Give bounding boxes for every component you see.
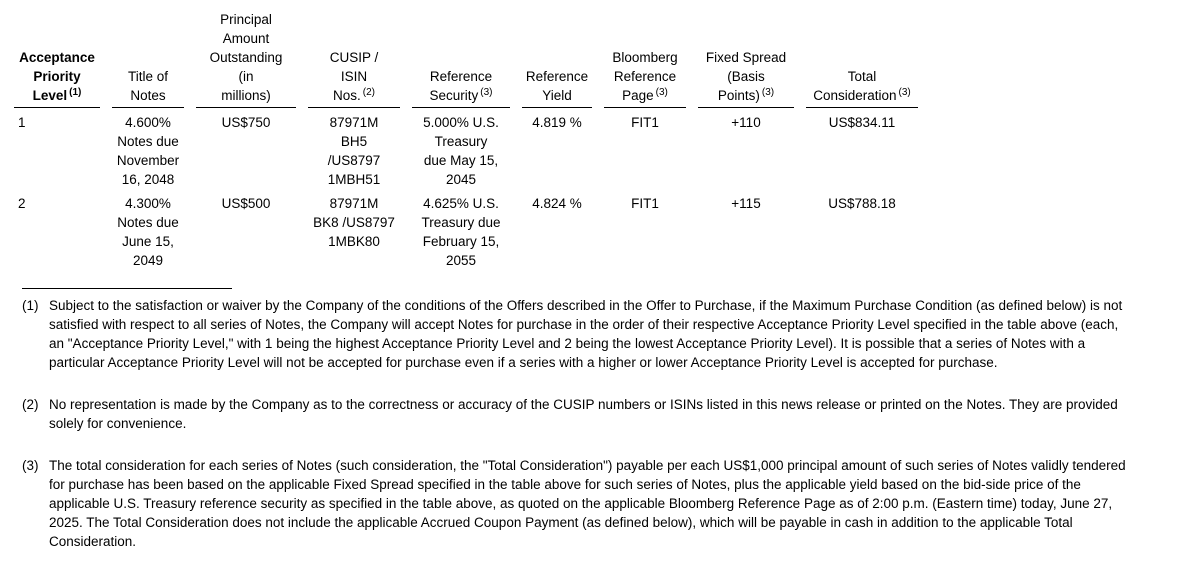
col-header-title-of-notes: Title of Notes	[112, 10, 184, 108]
col-header-reference-yield: Reference Yield	[522, 10, 592, 108]
footnote-ref: (1)	[22, 298, 39, 313]
cell-principal-amount: US$500	[221, 196, 271, 211]
footnote-ref-marker: (3)	[898, 86, 911, 98]
col-header-text: Title of Notes	[127, 69, 168, 103]
cell-total-consideration: US$834.11	[828, 115, 896, 130]
footnote-1: (1) Subject to the satisfaction or waive…	[22, 296, 1191, 372]
footnote-text: The total consideration for each series …	[49, 458, 1126, 549]
footnote-ref-marker: (1)	[69, 86, 82, 98]
col-header-fixed-spread: Fixed Spread (Basis Points) (3)	[698, 10, 794, 108]
col-header-cusip-isin: CUSIP / ISIN Nos. (2)	[308, 10, 400, 108]
footnote-3: (3) The total consideration for each ser…	[22, 456, 1191, 551]
cell-cusip-isin: 87971M BH5 /US8797 1MBH51	[327, 115, 381, 187]
footnote-ref-marker: (3)	[480, 86, 493, 98]
col-header-acceptance-priority-level: Acceptance Priority Level (1)	[14, 10, 100, 108]
col-header-text: CUSIP / ISIN Nos.	[329, 50, 379, 103]
col-header-total-consideration: Total Consideration (3)	[806, 10, 918, 108]
cell-reference-security: 5.000% U.S. Treasury due May 15, 2045	[423, 115, 499, 187]
cell-reference-security: 4.625% U.S. Treasury due February 15, 20…	[421, 196, 501, 268]
table-row-note-1: 1 4.600% Notes due November 16, 2048 US$…	[14, 108, 918, 189]
cell-priority-level: 2	[18, 196, 26, 211]
cell-fixed-spread: +115	[731, 196, 761, 211]
cell-cusip-isin: 87971M BK8 /US8797 1MBK80	[313, 196, 395, 249]
footnote-ref: (2)	[22, 397, 39, 412]
cell-principal-amount: US$750	[221, 115, 271, 130]
col-header-text: Bloomberg Reference Page	[612, 50, 678, 103]
col-header-reference-security: Reference Security (3)	[412, 10, 510, 108]
col-header-bloomberg-reference-page: Bloomberg Reference Page (3)	[604, 10, 686, 108]
table-header-row: Acceptance Priority Level (1) Title of No…	[14, 10, 918, 108]
col-header-text: Reference Security	[429, 69, 493, 103]
cell-reference-yield: 4.824 %	[532, 196, 582, 211]
footnote-ref-marker: (3)	[761, 86, 775, 98]
cell-bloomberg-page: FIT1	[631, 115, 659, 130]
cell-priority-level: 1	[18, 115, 26, 130]
footnote-ref: (3)	[22, 458, 39, 473]
cell-bloomberg-page: FIT1	[631, 196, 659, 211]
cell-reference-yield: 4.819 %	[532, 115, 582, 130]
footnote-text: No representation is made by the Company…	[49, 397, 1118, 431]
footnote-ref-marker: (3)	[655, 86, 668, 98]
col-header-text: Fixed Spread (Basis Points)	[705, 50, 787, 103]
cell-title-of-notes: 4.300% Notes due June 15, 2049	[117, 196, 179, 268]
col-header-text: Reference Yield	[525, 69, 589, 103]
cell-total-consideration: US$788.18	[828, 196, 896, 211]
cell-title-of-notes: 4.600% Notes due November 16, 2048	[116, 115, 180, 187]
col-header-principal-amount-outstanding: Principal Amount Outstanding (in million…	[196, 10, 296, 108]
cell-fixed-spread: +110	[731, 115, 761, 130]
notes-offer-table: Acceptance Priority Level (1) Title of No…	[2, 10, 930, 270]
footnote-2: (2) No representation is made by the Com…	[22, 395, 1191, 433]
footnote-ref-marker: (2)	[362, 86, 375, 98]
table-row-note-2: 2 4.300% Notes due June 15, 2049 US$500 …	[14, 189, 918, 270]
col-header-text: Acceptance Priority Level	[19, 50, 95, 103]
document-page: Acceptance Priority Level (1) Title of No…	[2, 10, 1191, 551]
col-header-text: Total Consideration	[813, 69, 897, 103]
footnote-text: Subject to the satisfaction or waiver by…	[49, 298, 1123, 370]
footnote-separator-rule	[22, 288, 232, 289]
col-header-text: Principal Amount Outstanding (in million…	[209, 12, 283, 103]
